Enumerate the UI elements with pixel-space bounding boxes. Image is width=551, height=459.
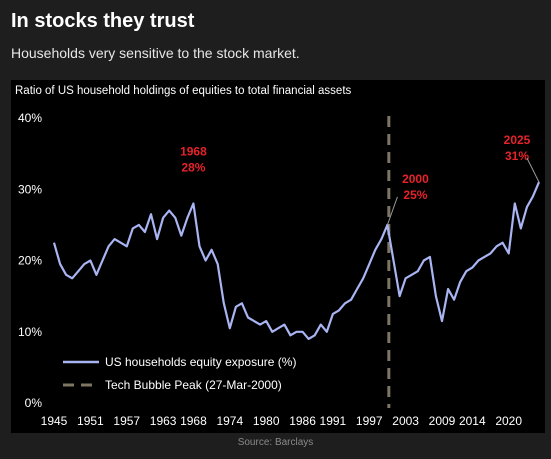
x-tick-label: 1980 (253, 414, 280, 428)
x-tick-label: 1945 (41, 414, 68, 428)
y-tick-label: 20% (18, 254, 42, 268)
chart-panel: Ratio of US household holdings of equiti… (11, 80, 545, 433)
legend-label-equity-exposure: US households equity exposure (%) (105, 355, 296, 369)
x-axis: 1945 1951 1957 1963 1968 1974 1980 1986 1991 1997… (41, 414, 523, 428)
x-tick-label: 1997 (356, 414, 383, 428)
y-tick-label: 0% (25, 396, 43, 410)
peak-annotations: 1968 28% 2000 25% 2025 31% (180, 133, 540, 226)
source-note: Source: Barclays (237, 437, 314, 448)
chart-title: Ratio of US household holdings of equiti… (15, 85, 352, 97)
x-tick-label: 1986 (289, 414, 316, 428)
annotation-year-label: 2000 (402, 172, 429, 186)
legend-label-tech-bubble: Tech Bubble Peak (27-Mar-2000) (105, 378, 282, 392)
x-tick-label: 2003 (392, 414, 419, 428)
page-subtitle: Households very sensitive to the stock m… (11, 45, 300, 61)
y-tick-label: 30% (18, 182, 42, 196)
x-tick-label: 1963 (150, 414, 177, 428)
y-tick-label: 40% (18, 111, 42, 125)
x-tick-label: 2020 (495, 414, 522, 428)
annotation-year-label: 1968 (180, 145, 207, 159)
x-tick-label: 1968 (180, 414, 207, 428)
line-chart: Ratio of US household holdings of equiti… (15, 85, 541, 428)
x-tick-label: 1991 (320, 414, 347, 428)
x-tick-label: 2009 (429, 414, 456, 428)
annotation-leader-line (386, 196, 398, 226)
chart-legend: US households equity exposure (%) Tech B… (63, 355, 296, 392)
equity-exposure-series-line (52, 181, 541, 340)
annotation-value-label: 31% (505, 149, 529, 163)
annotation-year-label: 2025 (504, 133, 531, 147)
annotation-value-label: 25% (403, 188, 427, 202)
x-tick-label: 1957 (113, 414, 140, 428)
annotation-value-label: 28% (181, 161, 205, 175)
y-axis: 0% 10% 20% 30% 40% (18, 111, 42, 410)
page-title: In stocks they trust (11, 10, 195, 32)
x-tick-label: 1974 (216, 414, 243, 428)
x-tick-label: 2014 (459, 414, 486, 428)
annotation-leader-line (526, 157, 540, 183)
y-tick-label: 10% (18, 325, 42, 339)
x-tick-label: 1951 (77, 414, 104, 428)
